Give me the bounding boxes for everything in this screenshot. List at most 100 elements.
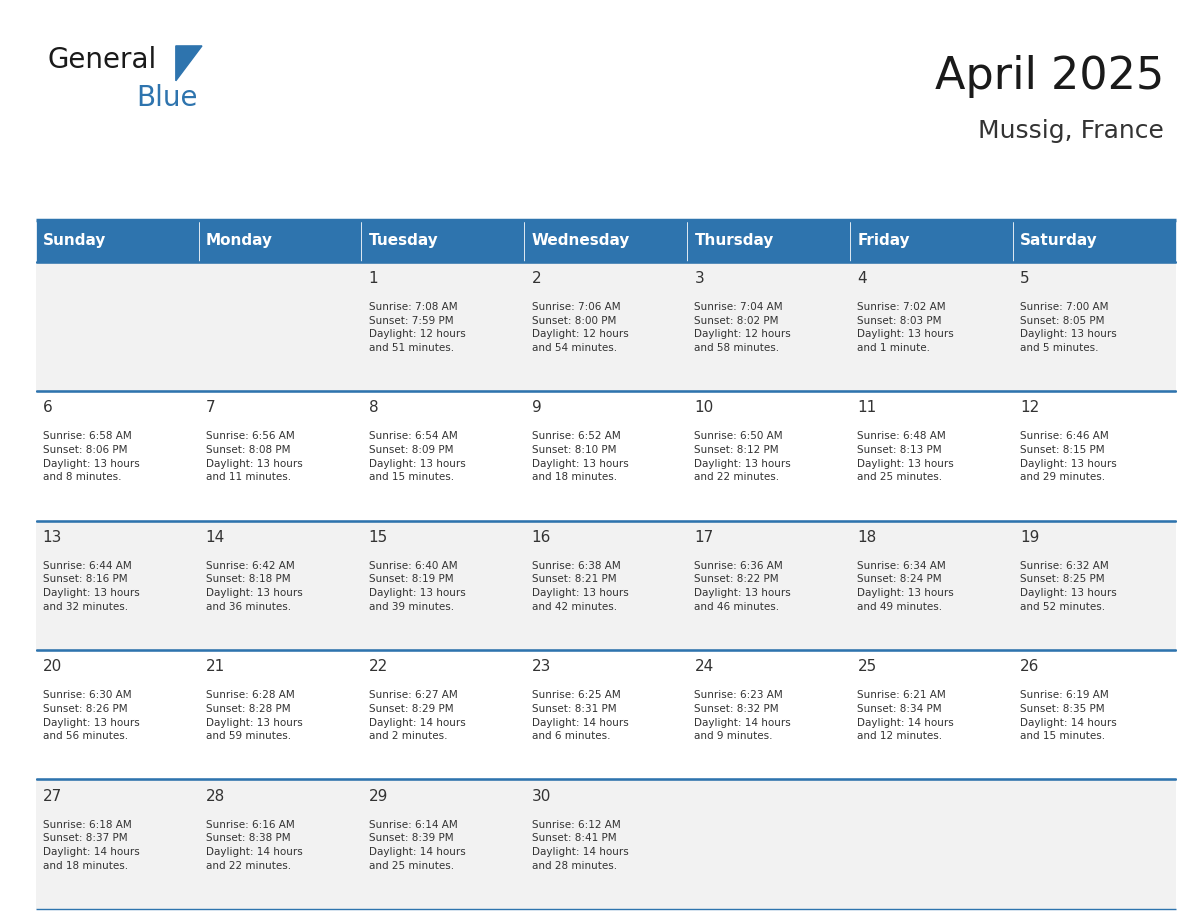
Bar — [688, 391, 851, 521]
Text: 13: 13 — [43, 530, 62, 544]
Text: Sunrise: 7:00 AM
Sunset: 8:05 PM
Daylight: 13 hours
and 5 minutes.: Sunrise: 7:00 AM Sunset: 8:05 PM Dayligh… — [1020, 302, 1117, 353]
Text: 26: 26 — [1020, 659, 1040, 674]
Bar — [688, 262, 851, 391]
Bar — [36, 391, 198, 521]
Text: Friday: Friday — [858, 233, 910, 249]
Text: Sunrise: 6:32 AM
Sunset: 8:25 PM
Daylight: 13 hours
and 52 minutes.: Sunrise: 6:32 AM Sunset: 8:25 PM Dayligh… — [1020, 561, 1117, 611]
Bar — [36, 521, 198, 650]
Text: 28: 28 — [206, 789, 225, 803]
Text: 16: 16 — [531, 530, 551, 544]
Text: Sunrise: 6:48 AM
Sunset: 8:13 PM
Daylight: 13 hours
and 25 minutes.: Sunrise: 6:48 AM Sunset: 8:13 PM Dayligh… — [858, 431, 954, 482]
Bar — [851, 391, 1013, 521]
Text: Sunrise: 6:34 AM
Sunset: 8:24 PM
Daylight: 13 hours
and 49 minutes.: Sunrise: 6:34 AM Sunset: 8:24 PM Dayligh… — [858, 561, 954, 611]
Text: General: General — [48, 46, 157, 74]
Text: 7: 7 — [206, 400, 215, 415]
Text: April 2025: April 2025 — [935, 55, 1164, 98]
Text: Sunrise: 6:52 AM
Sunset: 8:10 PM
Daylight: 13 hours
and 18 minutes.: Sunrise: 6:52 AM Sunset: 8:10 PM Dayligh… — [531, 431, 628, 482]
Text: Sunrise: 6:23 AM
Sunset: 8:32 PM
Daylight: 14 hours
and 9 minutes.: Sunrise: 6:23 AM Sunset: 8:32 PM Dayligh… — [695, 690, 791, 741]
Bar — [524, 779, 688, 909]
Bar — [851, 220, 1013, 262]
Bar — [198, 262, 361, 391]
Bar — [198, 391, 361, 521]
Bar — [524, 262, 688, 391]
Text: Mussig, France: Mussig, France — [979, 119, 1164, 143]
Bar — [198, 220, 361, 262]
Bar — [1013, 262, 1176, 391]
Text: 8: 8 — [368, 400, 378, 415]
Bar — [361, 220, 524, 262]
Text: 3: 3 — [695, 271, 704, 285]
Text: 6: 6 — [43, 400, 52, 415]
Bar — [524, 650, 688, 779]
Text: Sunrise: 6:25 AM
Sunset: 8:31 PM
Daylight: 14 hours
and 6 minutes.: Sunrise: 6:25 AM Sunset: 8:31 PM Dayligh… — [531, 690, 628, 741]
Text: 24: 24 — [695, 659, 714, 674]
Bar — [688, 779, 851, 909]
Text: 5: 5 — [1020, 271, 1030, 285]
Text: Sunrise: 6:16 AM
Sunset: 8:38 PM
Daylight: 14 hours
and 22 minutes.: Sunrise: 6:16 AM Sunset: 8:38 PM Dayligh… — [206, 820, 303, 870]
Text: Sunrise: 6:14 AM
Sunset: 8:39 PM
Daylight: 14 hours
and 25 minutes.: Sunrise: 6:14 AM Sunset: 8:39 PM Dayligh… — [368, 820, 466, 870]
Text: 18: 18 — [858, 530, 877, 544]
Bar — [524, 391, 688, 521]
Text: Wednesday: Wednesday — [531, 233, 630, 249]
Bar — [524, 521, 688, 650]
Text: Saturday: Saturday — [1020, 233, 1098, 249]
Text: Sunrise: 6:58 AM
Sunset: 8:06 PM
Daylight: 13 hours
and 8 minutes.: Sunrise: 6:58 AM Sunset: 8:06 PM Dayligh… — [43, 431, 139, 482]
Bar — [688, 650, 851, 779]
Bar — [1013, 220, 1176, 262]
Text: 10: 10 — [695, 400, 714, 415]
Text: Sunrise: 7:08 AM
Sunset: 7:59 PM
Daylight: 12 hours
and 51 minutes.: Sunrise: 7:08 AM Sunset: 7:59 PM Dayligh… — [368, 302, 466, 353]
Text: Sunrise: 6:42 AM
Sunset: 8:18 PM
Daylight: 13 hours
and 36 minutes.: Sunrise: 6:42 AM Sunset: 8:18 PM Dayligh… — [206, 561, 303, 611]
Bar — [361, 521, 524, 650]
Bar — [851, 262, 1013, 391]
Text: 22: 22 — [368, 659, 387, 674]
Text: Sunrise: 7:04 AM
Sunset: 8:02 PM
Daylight: 12 hours
and 58 minutes.: Sunrise: 7:04 AM Sunset: 8:02 PM Dayligh… — [695, 302, 791, 353]
Text: 23: 23 — [531, 659, 551, 674]
Text: Sunrise: 6:36 AM
Sunset: 8:22 PM
Daylight: 13 hours
and 46 minutes.: Sunrise: 6:36 AM Sunset: 8:22 PM Dayligh… — [695, 561, 791, 611]
Text: Sunrise: 6:46 AM
Sunset: 8:15 PM
Daylight: 13 hours
and 29 minutes.: Sunrise: 6:46 AM Sunset: 8:15 PM Dayligh… — [1020, 431, 1117, 482]
Text: 17: 17 — [695, 530, 714, 544]
Bar — [851, 779, 1013, 909]
Bar — [361, 650, 524, 779]
Text: Thursday: Thursday — [695, 233, 773, 249]
Text: 11: 11 — [858, 400, 877, 415]
Text: Sunrise: 6:19 AM
Sunset: 8:35 PM
Daylight: 14 hours
and 15 minutes.: Sunrise: 6:19 AM Sunset: 8:35 PM Dayligh… — [1020, 690, 1117, 741]
Text: 1: 1 — [368, 271, 378, 285]
Text: Sunrise: 6:30 AM
Sunset: 8:26 PM
Daylight: 13 hours
and 56 minutes.: Sunrise: 6:30 AM Sunset: 8:26 PM Dayligh… — [43, 690, 139, 741]
Text: 25: 25 — [858, 659, 877, 674]
Text: Sunrise: 6:56 AM
Sunset: 8:08 PM
Daylight: 13 hours
and 11 minutes.: Sunrise: 6:56 AM Sunset: 8:08 PM Dayligh… — [206, 431, 303, 482]
Bar — [851, 521, 1013, 650]
Bar — [36, 779, 198, 909]
Text: Sunrise: 6:44 AM
Sunset: 8:16 PM
Daylight: 13 hours
and 32 minutes.: Sunrise: 6:44 AM Sunset: 8:16 PM Dayligh… — [43, 561, 139, 611]
Text: Sunrise: 6:27 AM
Sunset: 8:29 PM
Daylight: 14 hours
and 2 minutes.: Sunrise: 6:27 AM Sunset: 8:29 PM Dayligh… — [368, 690, 466, 741]
Bar — [361, 262, 524, 391]
Text: Blue: Blue — [137, 84, 198, 113]
Text: 14: 14 — [206, 530, 225, 544]
Bar — [361, 391, 524, 521]
Text: Sunrise: 6:12 AM
Sunset: 8:41 PM
Daylight: 14 hours
and 28 minutes.: Sunrise: 6:12 AM Sunset: 8:41 PM Dayligh… — [531, 820, 628, 870]
Bar — [198, 650, 361, 779]
Text: 19: 19 — [1020, 530, 1040, 544]
Text: 29: 29 — [368, 789, 388, 803]
Text: 12: 12 — [1020, 400, 1040, 415]
Text: Sunrise: 7:06 AM
Sunset: 8:00 PM
Daylight: 12 hours
and 54 minutes.: Sunrise: 7:06 AM Sunset: 8:00 PM Dayligh… — [531, 302, 628, 353]
Bar — [1013, 391, 1176, 521]
Bar — [36, 262, 198, 391]
Text: 9: 9 — [531, 400, 542, 415]
Text: 20: 20 — [43, 659, 62, 674]
Text: Sunday: Sunday — [43, 233, 106, 249]
Bar — [1013, 521, 1176, 650]
Text: Sunrise: 6:40 AM
Sunset: 8:19 PM
Daylight: 13 hours
and 39 minutes.: Sunrise: 6:40 AM Sunset: 8:19 PM Dayligh… — [368, 561, 466, 611]
Text: Sunrise: 7:02 AM
Sunset: 8:03 PM
Daylight: 13 hours
and 1 minute.: Sunrise: 7:02 AM Sunset: 8:03 PM Dayligh… — [858, 302, 954, 353]
Bar — [851, 650, 1013, 779]
Text: 15: 15 — [368, 530, 387, 544]
Text: 21: 21 — [206, 659, 225, 674]
Bar — [198, 521, 361, 650]
Text: Tuesday: Tuesday — [368, 233, 438, 249]
Text: 30: 30 — [531, 789, 551, 803]
Text: Monday: Monday — [206, 233, 273, 249]
Text: Sunrise: 6:54 AM
Sunset: 8:09 PM
Daylight: 13 hours
and 15 minutes.: Sunrise: 6:54 AM Sunset: 8:09 PM Dayligh… — [368, 431, 466, 482]
Text: 27: 27 — [43, 789, 62, 803]
Bar — [1013, 779, 1176, 909]
Bar — [524, 220, 688, 262]
Bar — [1013, 650, 1176, 779]
